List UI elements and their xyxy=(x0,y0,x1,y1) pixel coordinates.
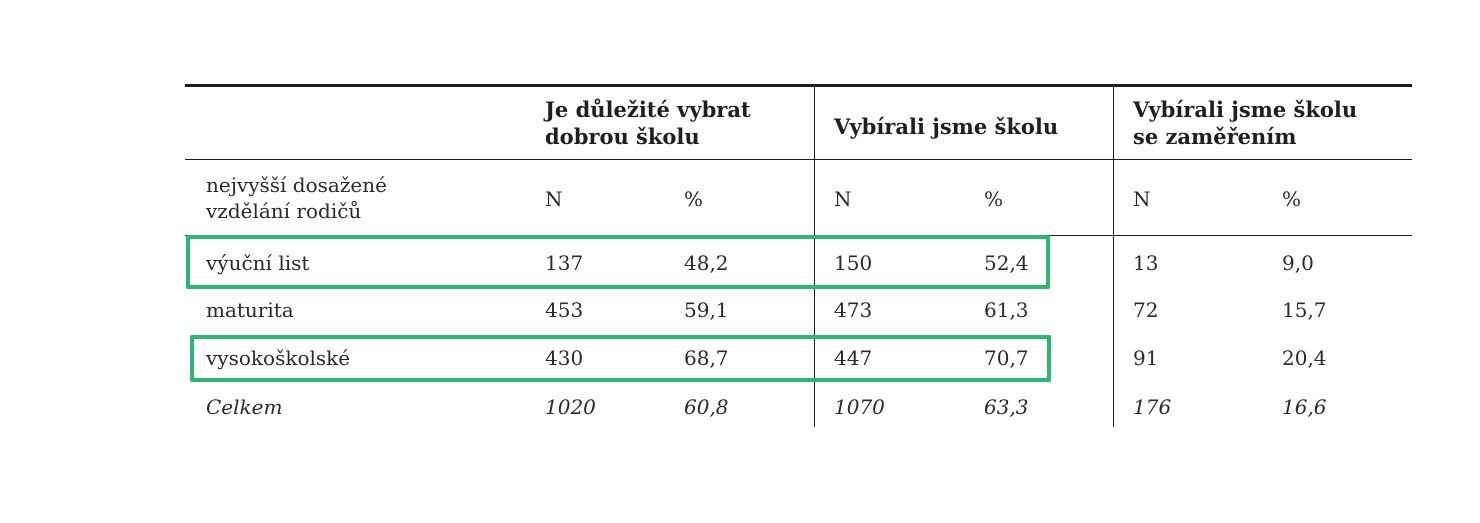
cell-vyucni-list-pct3: 9,0 xyxy=(1282,251,1314,275)
cell-maturita-n1: 453 xyxy=(545,298,584,322)
col-header-n-3: N xyxy=(1133,187,1151,211)
cell-maturita-n3: 72 xyxy=(1133,298,1159,322)
cell-celkem-pct3: 16,6 xyxy=(1282,395,1327,419)
col-header-pct-1: % xyxy=(684,187,704,211)
cell-vysokoskolske-n2: 447 xyxy=(834,346,873,370)
cell-vyucni-list-pct1: 48,2 xyxy=(684,251,729,275)
cell-maturita-pct2: 61,3 xyxy=(984,298,1029,322)
header-group-important-school: Je důležité vybrat dobrou školu xyxy=(545,96,751,150)
header-group-important-school-line2: dobrou školu xyxy=(545,124,700,149)
header-group-chose-school-focus-line1: Vybírali jsme školu xyxy=(1133,97,1358,122)
row-label-vyucni-list: výuční list xyxy=(206,251,310,275)
row-label-header-line1: nejvyšší dosažené xyxy=(206,173,387,197)
header-group-chose-school-focus: Vybírali jsme školu se zaměřením xyxy=(1133,96,1357,150)
subheader-bottom-rule xyxy=(185,235,1412,236)
column-divider-2 xyxy=(1113,87,1114,427)
cell-vyucni-list-n2: 150 xyxy=(834,251,873,275)
cell-celkem-n2: 1070 xyxy=(834,395,885,419)
cell-maturita-n2: 473 xyxy=(834,298,873,322)
cell-vyucni-list-pct2: 52,4 xyxy=(984,251,1029,275)
cell-celkem-pct2: 63,3 xyxy=(984,395,1029,419)
header-bottom-rule xyxy=(185,159,1412,160)
cell-vysokoskolske-pct3: 20,4 xyxy=(1282,346,1327,370)
cell-maturita-pct3: 15,7 xyxy=(1282,298,1327,322)
header-group-chose-school-focus-line2: se zaměřením xyxy=(1133,124,1297,149)
cell-celkem-n1: 1020 xyxy=(545,395,596,419)
row-label-header-line2: vzdělání rodičů xyxy=(206,199,362,223)
row-label-header: nejvyšší dosažené vzdělání rodičů xyxy=(206,172,387,224)
col-header-n-1: N xyxy=(545,187,563,211)
header-group-chose-school: Vybírali jsme školu xyxy=(834,113,1058,140)
cell-vyucni-list-n1: 137 xyxy=(545,251,584,275)
highlight-box-vyucni-list xyxy=(186,235,1050,289)
header-group-important-school-line1: Je důležité vybrat xyxy=(545,97,751,122)
cell-vysokoskolske-pct2: 70,7 xyxy=(984,346,1029,370)
row-label-vysokoskolske: vysokoškolské xyxy=(206,346,351,370)
row-label-celkem: Celkem xyxy=(206,395,283,419)
cell-vysokoskolske-n3: 91 xyxy=(1133,346,1159,370)
col-header-pct-3: % xyxy=(1282,187,1302,211)
col-header-n-2: N xyxy=(834,187,852,211)
col-header-pct-2: % xyxy=(984,187,1004,211)
column-divider-1 xyxy=(814,87,815,427)
cell-celkem-n3: 176 xyxy=(1133,395,1172,419)
table-top-rule xyxy=(185,84,1412,87)
header-group-chose-school-line1: Vybírali jsme školu xyxy=(834,114,1059,139)
cell-vyucni-list-n3: 13 xyxy=(1133,251,1159,275)
row-label-maturita: maturita xyxy=(206,298,294,322)
cell-celkem-pct1: 60,8 xyxy=(684,395,729,419)
cell-vysokoskolske-n1: 430 xyxy=(545,346,584,370)
cell-vysokoskolske-pct1: 68,7 xyxy=(684,346,729,370)
cell-maturita-pct1: 59,1 xyxy=(684,298,729,322)
